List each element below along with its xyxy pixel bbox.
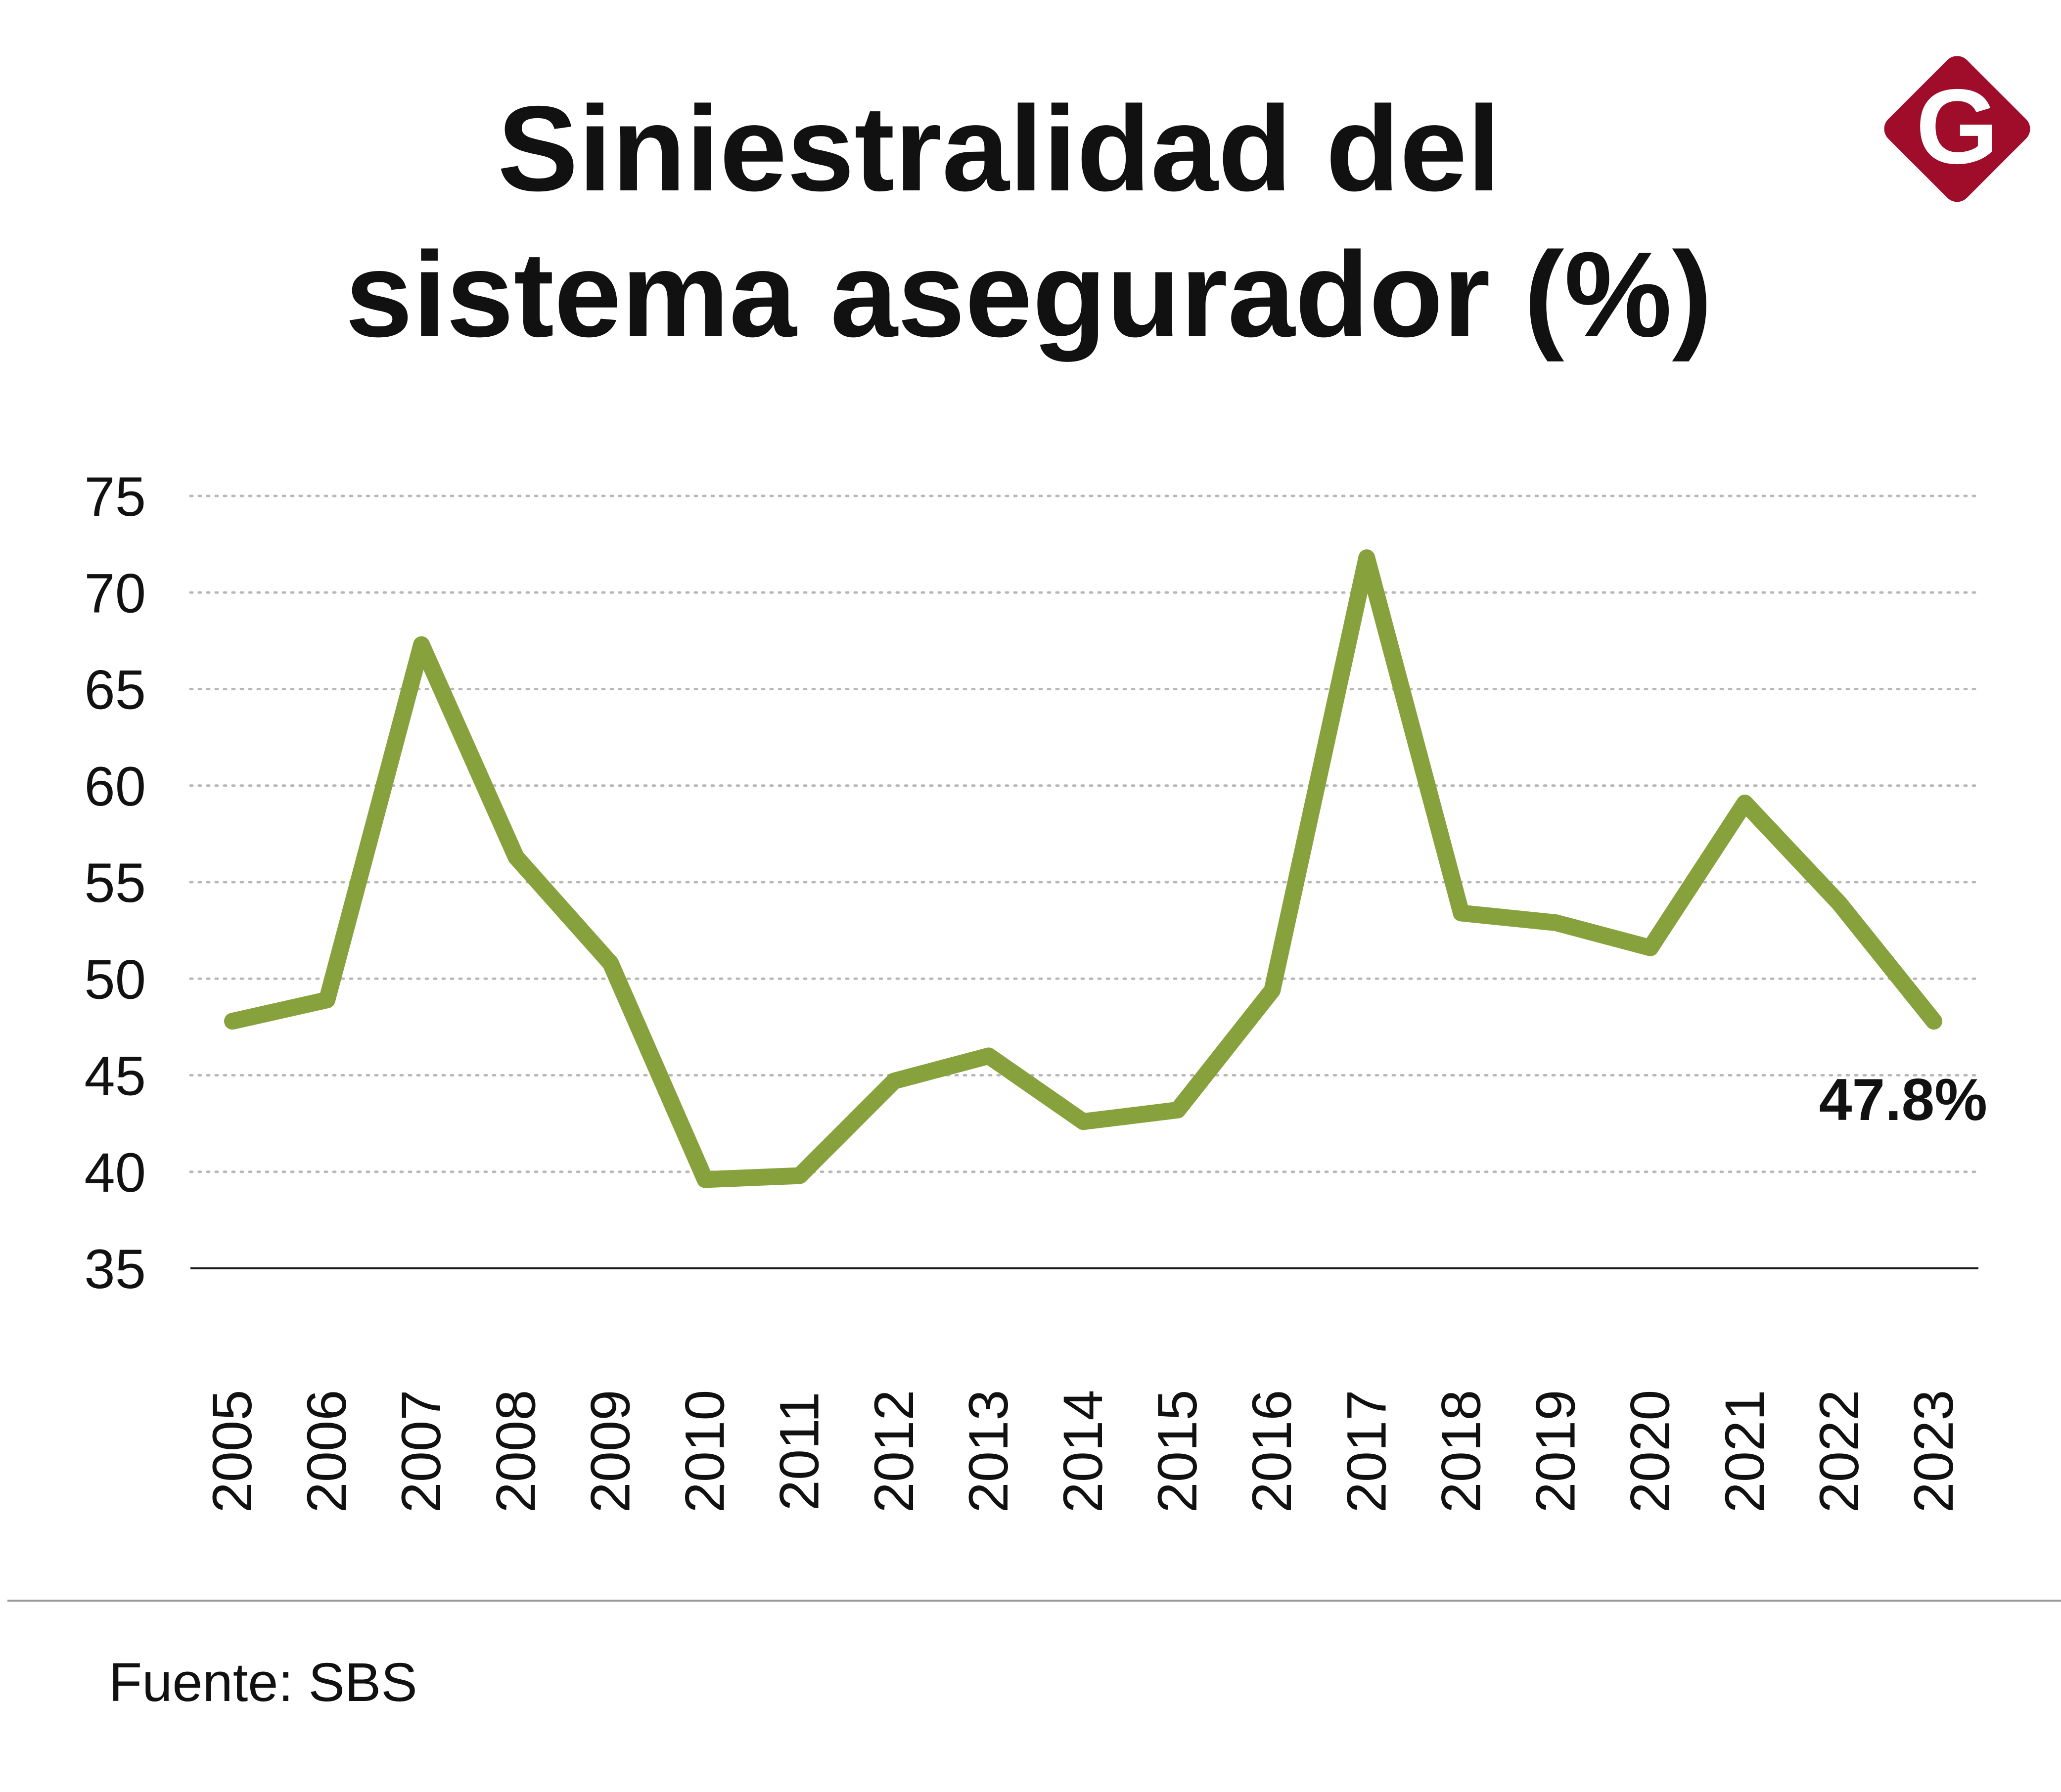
data-point (420, 643, 423, 646)
data-point (1271, 989, 1274, 991)
data-point (1649, 946, 1651, 949)
x-tick-label: 2011 (769, 1392, 830, 1511)
y-axis-ticks: 35 40 45 50 55 60 65 70 75 (84, 466, 146, 1300)
data-point (1177, 1109, 1179, 1111)
data-point (1933, 1020, 1935, 1023)
x-tick-label: 2023 (1903, 1389, 1965, 1513)
data-point (1555, 922, 1557, 924)
chart-title-line-2: sistema asegurador (%) (345, 226, 1712, 362)
data-point (1838, 902, 1840, 904)
y-tick-label: 70 (84, 562, 146, 624)
y-tick-label: 65 (84, 659, 146, 721)
series-line (224, 549, 1942, 1188)
data-point (987, 1055, 990, 1057)
logo-diamond (1884, 56, 2030, 202)
source-note: Fuente: SBS (109, 1652, 417, 1713)
series (224, 549, 1942, 1188)
x-tick-label: 2020 (1619, 1389, 1681, 1513)
x-tick-label: 2016 (1241, 1389, 1303, 1513)
x-tick-label: 2017 (1335, 1389, 1397, 1513)
x-tick-label: 2012 (863, 1389, 925, 1513)
x-tick-label: 2005 (201, 1389, 263, 1513)
data-point (1743, 802, 1746, 804)
x-axis-ticks: 2005 2006 2007 2008 2009 2010 2011 2012 2013 2014… (201, 1389, 1965, 1513)
x-tick-label: 2022 (1808, 1389, 1870, 1513)
data-point (1366, 556, 1368, 559)
data-label: 47.8% (1819, 1067, 1987, 1133)
data-point (326, 999, 328, 1001)
data-point (893, 1080, 895, 1082)
x-tick-label: 2015 (1146, 1389, 1208, 1513)
y-tick-label: 40 (84, 1142, 146, 1204)
x-tick-label: 2019 (1525, 1389, 1587, 1513)
x-tick-label: 2021 (1714, 1389, 1776, 1513)
logo-letter: G (1916, 67, 1998, 186)
gridlines (189, 494, 1980, 1173)
x-tick-label: 2008 (485, 1389, 547, 1513)
data-point (798, 1174, 801, 1177)
x-tick-label: 2018 (1430, 1389, 1492, 1513)
y-tick-label: 35 (84, 1238, 146, 1300)
logo: G (1884, 56, 2030, 202)
y-tick-label: 50 (84, 948, 146, 1010)
data-point (231, 1020, 233, 1023)
annotations: 47.8% (1819, 1067, 1987, 1133)
y-tick-label: 60 (84, 756, 146, 817)
y-tick-label: 55 (84, 852, 146, 914)
x-tick-label: 2013 (958, 1389, 1019, 1513)
data-point (1082, 1120, 1084, 1123)
data-point (515, 856, 517, 858)
data-point (609, 962, 612, 965)
x-tick-label: 2007 (390, 1389, 452, 1513)
data-point (1460, 912, 1463, 914)
y-tick-label: 75 (84, 466, 146, 528)
x-tick-label: 2010 (674, 1389, 736, 1513)
x-tick-label: 2009 (579, 1389, 641, 1513)
x-tick-label: 2014 (1052, 1389, 1114, 1513)
x-tick-label: 2006 (296, 1389, 358, 1513)
chart-title-line-1: Siniestralidad del (498, 81, 1501, 216)
y-tick-label: 45 (84, 1045, 146, 1107)
data-point (704, 1178, 706, 1181)
